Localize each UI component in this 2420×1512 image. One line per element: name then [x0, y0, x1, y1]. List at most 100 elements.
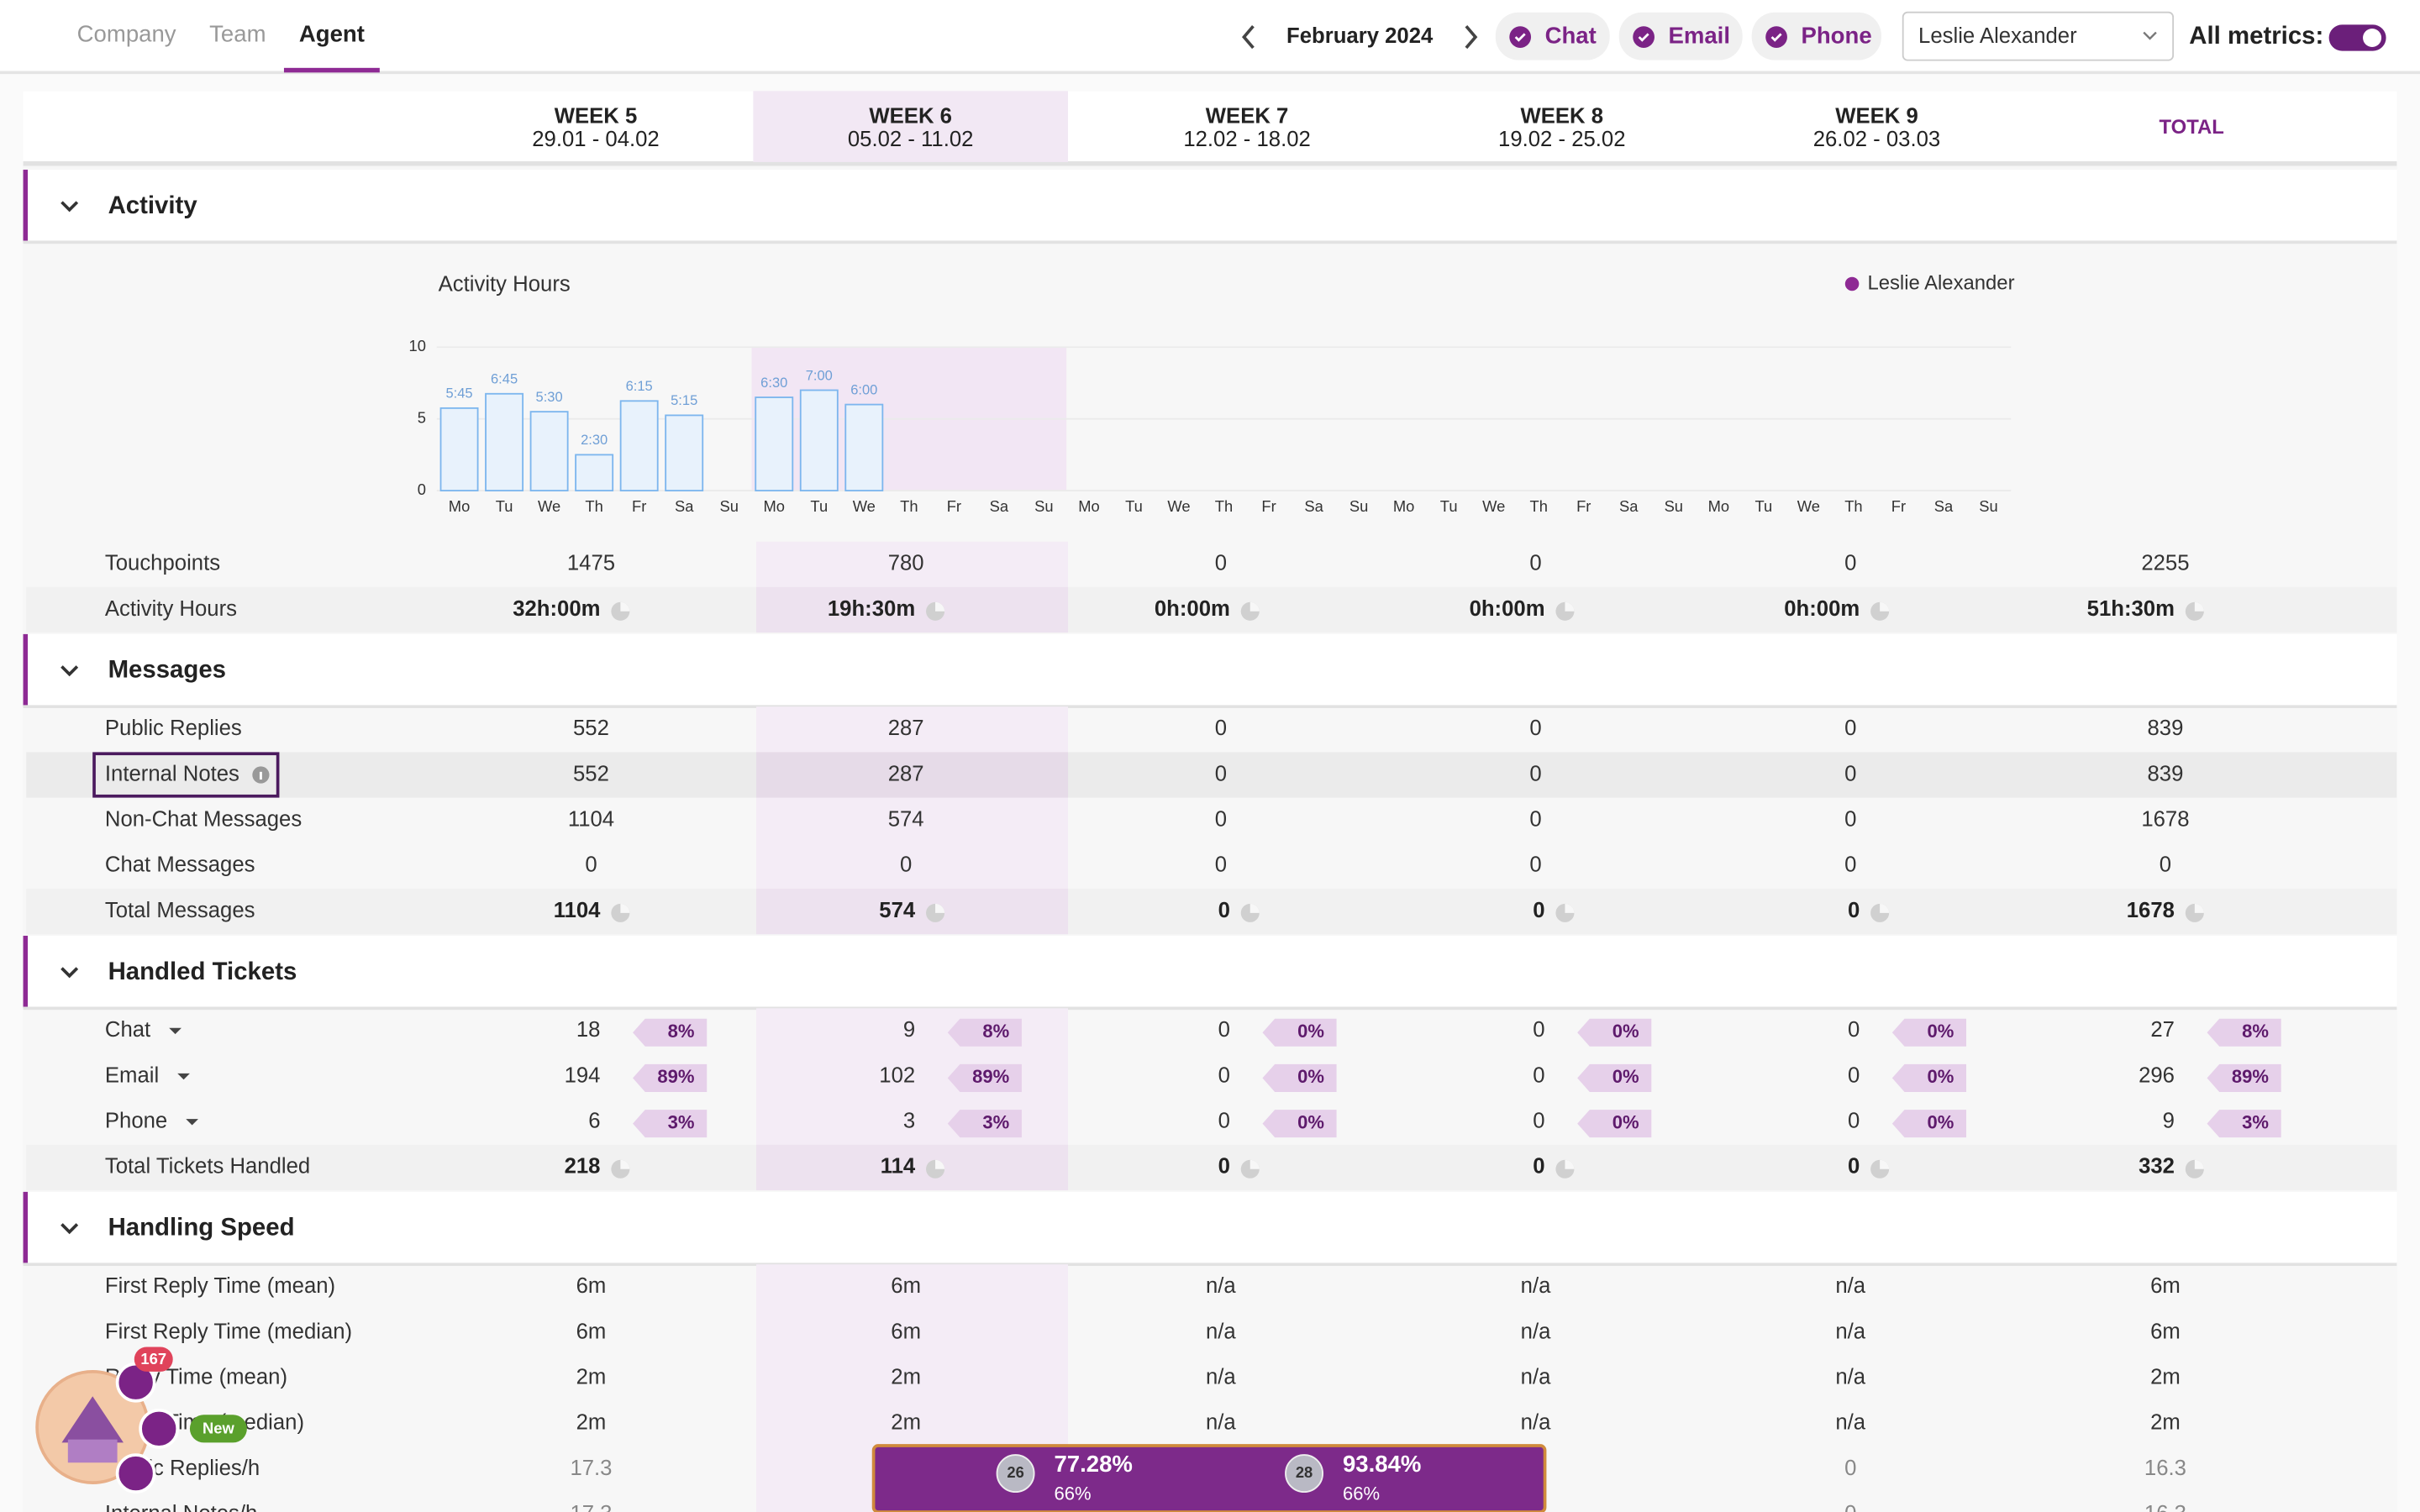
- pie-slice: [1565, 1159, 1575, 1169]
- share-tag: [1577, 1063, 1652, 1092]
- x-tick-label: Su: [719, 497, 738, 515]
- channel-chip-label[interactable]: Chat: [1545, 22, 1597, 48]
- x-tick-label: Tu: [496, 497, 513, 515]
- cell-value: 1678: [2141, 807, 2189, 831]
- cell-value: 0: [1844, 717, 1856, 740]
- pie-slice: [935, 903, 945, 913]
- cell-value: 0: [1218, 1018, 1230, 1042]
- legend-label: Leslie Alexander: [1867, 271, 2014, 294]
- section-chevron[interactable]: [60, 201, 79, 213]
- row-highlight-current: [756, 1144, 1069, 1191]
- week-range: 29.01 - 04.02: [532, 128, 659, 151]
- row-label: Internal Notes/h: [105, 1502, 257, 1512]
- agent-select[interactable]: [1902, 11, 2175, 61]
- share-tag: [1577, 1018, 1652, 1047]
- share-label: 0%: [1927, 1066, 1954, 1087]
- new-label: New: [203, 1420, 234, 1437]
- share-label: 0%: [1927, 1021, 1954, 1042]
- share-label: 8%: [982, 1021, 1009, 1042]
- cell-value: 19h:30m: [828, 597, 915, 621]
- section-title: Activity: [108, 192, 198, 219]
- share-tag: [1262, 1110, 1337, 1138]
- cell-value: 9: [903, 1018, 915, 1042]
- channel-chip[interactable]: [1495, 12, 1610, 60]
- nav-tab[interactable]: Agent: [299, 21, 365, 47]
- cell-value: n/a: [1206, 1320, 1236, 1343]
- share-label: 0%: [1612, 1066, 1639, 1087]
- x-tick-label: Fr: [632, 497, 646, 515]
- agent-select-value[interactable]: Leslie Alexander: [1918, 24, 2077, 48]
- share-tag: [947, 1110, 1022, 1138]
- widget-house-base: [67, 1439, 118, 1463]
- section-chevron[interactable]: [60, 967, 79, 979]
- cell-value: 2m: [891, 1411, 921, 1435]
- badge-count: 167: [140, 1350, 166, 1368]
- prev-arrow[interactable]: [1241, 25, 1255, 50]
- x-tick-label: We: [1797, 497, 1820, 515]
- row-highlight-current: [756, 586, 1069, 633]
- cell-value: 2m: [576, 1365, 607, 1389]
- channel-chip-label[interactable]: Email: [1669, 22, 1731, 48]
- x-tick-label: Th: [1530, 497, 1548, 515]
- bar-value-label: 6:45: [491, 371, 518, 387]
- rank: 28: [1296, 1463, 1313, 1481]
- stat-pct: 77.28%: [1054, 1451, 1132, 1477]
- cell-value: 6m: [2150, 1320, 2181, 1343]
- pie-slice: [935, 601, 945, 612]
- cell-value: 0: [2160, 853, 2171, 877]
- pie-slice: [2194, 601, 2204, 612]
- row-dropdown[interactable]: [169, 1027, 182, 1035]
- share-tag: [1262, 1018, 1337, 1047]
- bar-value-label: 5:15: [671, 392, 697, 408]
- cell-value: 3: [903, 1110, 915, 1133]
- bar-value-label: 2:30: [581, 432, 608, 448]
- pie-slice: [1249, 1159, 1260, 1169]
- cell-value: 0: [1844, 853, 1856, 877]
- row-label: Total Tickets Handled: [105, 1155, 310, 1179]
- pie-slice: [1249, 903, 1260, 913]
- y-tick-label: 10: [409, 337, 426, 354]
- nav-tab[interactable]: Company: [77, 21, 176, 47]
- badge: [134, 1347, 173, 1372]
- next-arrow[interactable]: [1465, 25, 1478, 50]
- bar: [755, 396, 794, 491]
- current-week-header: [753, 91, 1069, 162]
- section-chevron[interactable]: [60, 665, 79, 677]
- x-tick-label: We: [538, 497, 560, 515]
- row-label: Activity Hours: [105, 597, 237, 621]
- week-label: WEEK 5: [555, 104, 638, 128]
- section-title: Handled Tickets: [108, 958, 297, 985]
- stat-pct: 93.84%: [1343, 1451, 1421, 1477]
- share-tag: [947, 1018, 1022, 1047]
- channel-chip[interactable]: [1751, 12, 1881, 60]
- channel-chip[interactable]: [1618, 12, 1743, 60]
- widget-button[interactable]: [115, 1453, 156, 1494]
- share-tag: [633, 1110, 708, 1138]
- row-dropdown[interactable]: [186, 1119, 198, 1126]
- section-chevron[interactable]: [60, 1223, 79, 1235]
- cell-value: 16.3: [2144, 1457, 2186, 1480]
- row-label: Total Messages: [105, 899, 255, 922]
- row-dropdown[interactable]: [177, 1073, 190, 1080]
- channel-chip-label[interactable]: Phone: [1801, 22, 1871, 48]
- share-tag: [1891, 1110, 1966, 1138]
- nav-tab[interactable]: Team: [209, 21, 266, 47]
- cell-value: 0: [1844, 1502, 1856, 1512]
- week-label: WEEK 6: [869, 104, 952, 128]
- widget-button[interactable]: [139, 1408, 180, 1449]
- cell-value: n/a: [1521, 1365, 1551, 1389]
- cell-value: 1678: [2127, 899, 2175, 922]
- info-mark: [259, 771, 262, 780]
- row-highlight: [26, 752, 2397, 798]
- cell-value: 1104: [554, 899, 601, 922]
- x-tick-label: Su: [1034, 497, 1053, 515]
- x-tick-label: Su: [1665, 497, 1683, 515]
- cell-value: 0: [1529, 762, 1541, 785]
- cell-value: 0: [1529, 807, 1541, 831]
- pie-slice: [1249, 601, 1260, 612]
- cell-value: 0h:00m: [1155, 597, 1230, 621]
- x-tick-label: Fr: [1261, 497, 1276, 515]
- cell-value: 102: [879, 1063, 915, 1087]
- x-tick-label: Su: [1979, 497, 1997, 515]
- chip-check-mark: [1638, 33, 1649, 42]
